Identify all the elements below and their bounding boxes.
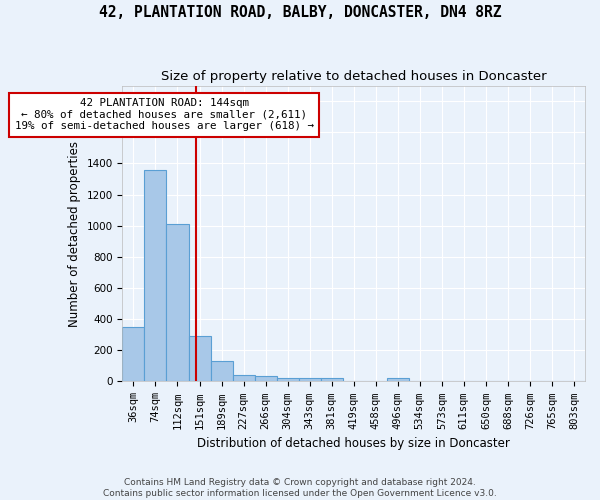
Bar (233, 375, 254, 382)
Bar (166, 224, 188, 382)
Bar (277, 378, 299, 382)
Bar (254, 376, 277, 382)
Bar (387, 378, 409, 382)
X-axis label: Distribution of detached houses by size in Doncaster: Distribution of detached houses by size … (197, 437, 510, 450)
Bar (122, 327, 145, 382)
Y-axis label: Number of detached properties: Number of detached properties (68, 140, 81, 326)
Bar (145, 170, 166, 382)
Bar (299, 378, 320, 382)
Title: Size of property relative to detached houses in Doncaster: Size of property relative to detached ho… (161, 70, 547, 83)
Bar (211, 361, 233, 382)
Text: 42 PLANTATION ROAD: 144sqm
← 80% of detached houses are smaller (2,611)
19% of s: 42 PLANTATION ROAD: 144sqm ← 80% of deta… (15, 98, 314, 131)
Text: Contains HM Land Registry data © Crown copyright and database right 2024.
Contai: Contains HM Land Registry data © Crown c… (103, 478, 497, 498)
Bar (188, 336, 211, 382)
Bar (320, 378, 343, 382)
Text: 42, PLANTATION ROAD, BALBY, DONCASTER, DN4 8RZ: 42, PLANTATION ROAD, BALBY, DONCASTER, D… (99, 5, 501, 20)
